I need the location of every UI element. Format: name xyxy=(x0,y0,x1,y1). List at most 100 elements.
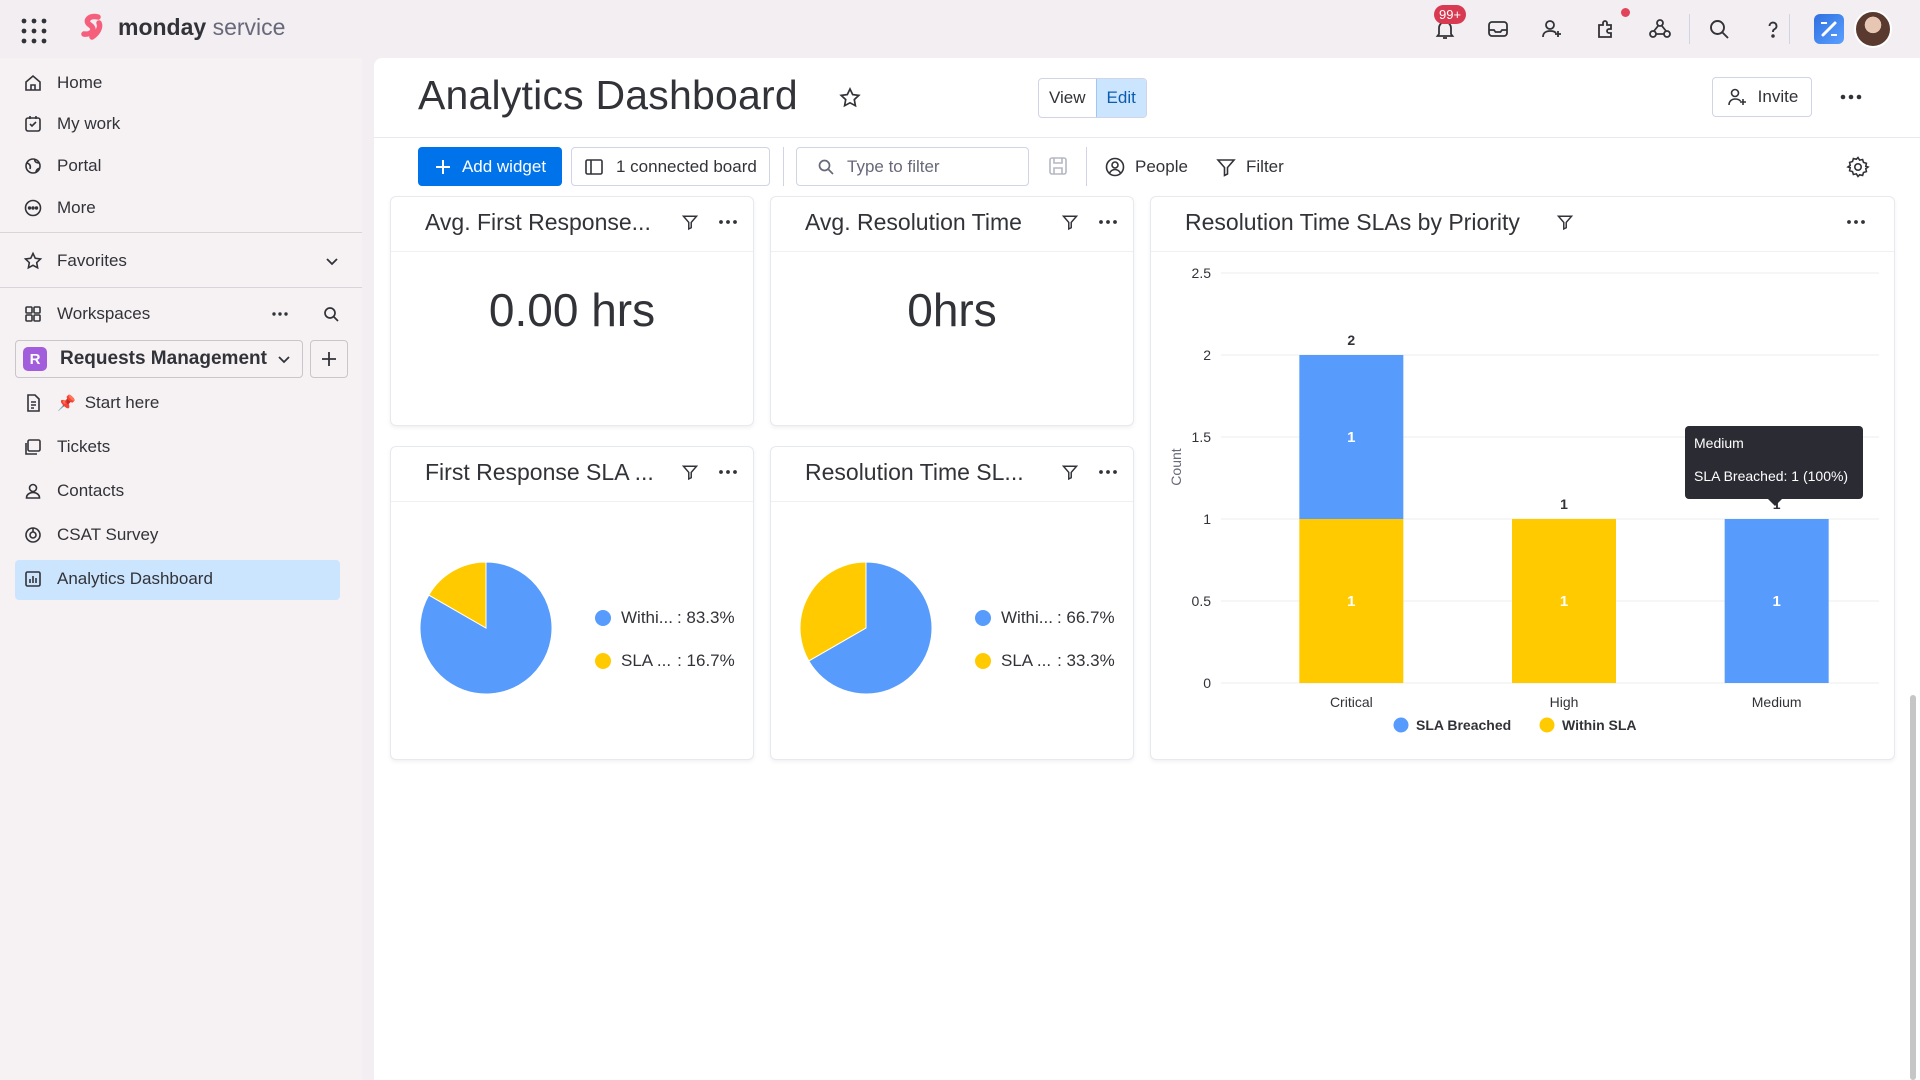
topbar-divider xyxy=(1689,14,1690,44)
y-tick-label: 0 xyxy=(1203,675,1211,691)
bar-segment-sla-breached[interactable] xyxy=(1299,355,1404,519)
view-edit-toggle: View Edit xyxy=(1038,78,1147,118)
filter-funnel-icon[interactable] xyxy=(1059,461,1081,483)
widget-divider xyxy=(391,501,753,502)
sidebar-item-more[interactable]: More xyxy=(22,192,96,224)
invite-button[interactable]: Invite xyxy=(1712,77,1812,117)
y-tick-label: 1 xyxy=(1203,511,1211,527)
invite-members-icon[interactable] xyxy=(1537,14,1567,44)
bar-segment-within-sla[interactable] xyxy=(1299,519,1404,683)
inbox-icon[interactable] xyxy=(1483,14,1513,44)
workspace-search-icon[interactable] xyxy=(322,305,340,323)
page-options-icon[interactable] xyxy=(1839,93,1863,101)
widget-resolution-time-sla[interactable]: Resolution Time SL... Withi...: 66.7% SL… xyxy=(770,446,1134,760)
tooltip-category: Medium xyxy=(1694,435,1744,451)
sidebar-item-contacts[interactable]: Contacts xyxy=(22,475,124,507)
add-widget-button[interactable]: Add widget xyxy=(418,147,562,186)
view-mode-button[interactable]: View xyxy=(1049,88,1086,107)
filter-input[interactable]: Type to filter xyxy=(796,147,1029,186)
topbar-divider-2 xyxy=(1789,14,1790,44)
widget-first-response-sla[interactable]: First Response SLA ... Withi...: 83.3% S… xyxy=(390,446,754,760)
apps-alert-dot xyxy=(1621,8,1630,17)
filter-funnel-icon[interactable] xyxy=(679,461,701,483)
bar-segment-label: 1 xyxy=(1560,593,1568,610)
help-icon[interactable] xyxy=(1758,14,1788,44)
settings-gear-icon[interactable] xyxy=(1846,155,1870,179)
user-avatar[interactable] xyxy=(1854,10,1892,48)
pie-slice-sla-breached[interactable] xyxy=(428,561,487,629)
widget-title: Avg. First Response... xyxy=(425,209,651,235)
sidebar-item-label: Analytics Dashboard xyxy=(57,569,213,588)
workspace-selector[interactable]: R Requests Management xyxy=(15,340,303,378)
sidebar-item-analytics-dashboard[interactable]: Analytics Dashboard xyxy=(22,563,213,595)
chevron-down-icon xyxy=(324,253,340,269)
workspace-name: Requests Management xyxy=(60,348,267,369)
pie-chart[interactable] xyxy=(419,561,553,695)
widget-options-icon[interactable] xyxy=(1097,461,1119,483)
chevron-down-icon xyxy=(276,351,292,367)
filter-button[interactable]: Filter xyxy=(1215,147,1284,186)
widget-divider xyxy=(1151,251,1894,252)
widget-options-icon[interactable] xyxy=(717,211,739,233)
more-circle-icon xyxy=(22,197,44,219)
sidebar-divider-2 xyxy=(0,287,362,288)
workspace-options-icon[interactable] xyxy=(271,311,289,317)
search-icon xyxy=(818,159,834,175)
filter-funnel-icon[interactable] xyxy=(1554,211,1576,233)
chart-tooltip: Medium SLA Breached: 1 (100%) xyxy=(1685,426,1863,506)
filter-funnel-icon[interactable] xyxy=(679,211,701,233)
sidebar-item-csat-survey[interactable]: CSAT Survey xyxy=(22,519,158,551)
people-filter-button[interactable]: People xyxy=(1104,147,1188,186)
bar-total-label: 1 xyxy=(1560,496,1568,512)
pie-slice-sla-breached[interactable] xyxy=(799,561,867,662)
y-tick-label: 0.5 xyxy=(1192,593,1212,609)
connected-board-button[interactable]: 1 connected board xyxy=(571,147,770,186)
legend-item-within-sla: Withi...: 83.3% xyxy=(595,608,735,628)
sidebar-item-home[interactable]: Home xyxy=(22,67,102,99)
notification-count-badge: 99+ xyxy=(1434,5,1467,24)
brand-bold: monday xyxy=(118,14,207,40)
x-tick-label: Critical xyxy=(1330,694,1373,710)
apps-marketplace-icon[interactable] xyxy=(1591,14,1621,44)
bar-segment-sla-breached[interactable] xyxy=(1724,519,1829,683)
pie-slice-within-sla[interactable] xyxy=(808,561,933,695)
sidebar-item-start-here[interactable]: 📌 Start here xyxy=(22,387,159,419)
home-icon xyxy=(22,72,44,94)
sidebar-item-tickets[interactable]: Tickets xyxy=(22,431,110,463)
stacked-bar-chart[interactable]: 00.511.522.5Count112Critical11High11Medi… xyxy=(1151,197,1896,761)
page-scrollbar[interactable] xyxy=(1910,695,1916,1080)
widget-title: Resolution Time SL... xyxy=(805,459,1024,485)
pie-chart[interactable] xyxy=(799,561,933,695)
add-workspace-item-button[interactable] xyxy=(310,340,348,378)
toolbar-divider xyxy=(783,147,784,186)
metric-value: 0.00 hrs xyxy=(488,284,656,336)
product-switcher-icon[interactable] xyxy=(1814,14,1844,44)
widget-options-icon[interactable] xyxy=(1097,211,1119,233)
bar-segment-within-sla[interactable] xyxy=(1512,519,1616,683)
page-title[interactable]: Analytics Dashboard xyxy=(418,72,798,118)
widget-avg-resolution-time[interactable]: Avg. Resolution Time 0hrs xyxy=(770,196,1134,426)
sidebar-favorites[interactable]: Favorites xyxy=(22,245,340,277)
favorite-star-icon[interactable] xyxy=(838,86,862,110)
brand-name: monday service xyxy=(118,14,285,41)
apps-grid-icon[interactable] xyxy=(20,17,48,45)
people-label: People xyxy=(1135,156,1188,176)
widget-divider xyxy=(771,501,1133,502)
top-bar: monday service 99+ xyxy=(0,0,1920,58)
sidebar-item-portal[interactable]: Portal xyxy=(22,150,101,182)
widget-options-icon[interactable] xyxy=(717,461,739,483)
pushpin-icon: 📌 xyxy=(57,395,76,412)
filter-funnel-icon[interactable] xyxy=(1059,211,1081,233)
widget-options-icon[interactable] xyxy=(1845,211,1867,233)
workspaces-grid-icon xyxy=(22,303,44,325)
workspace-badge: R xyxy=(23,347,47,371)
integrations-icon[interactable] xyxy=(1645,14,1675,44)
save-view-icon[interactable] xyxy=(1047,155,1069,177)
edit-mode-button[interactable]: Edit xyxy=(1095,79,1146,117)
widget-avg-first-response[interactable]: Avg. First Response... 0.00 hrs xyxy=(390,196,754,426)
legend-value: : 16.7% xyxy=(677,651,735,670)
sidebar-item-label: More xyxy=(57,198,96,217)
widget-divider xyxy=(771,251,1133,252)
sidebar-item-my-work[interactable]: My work xyxy=(22,108,120,140)
search-icon[interactable] xyxy=(1704,14,1734,44)
